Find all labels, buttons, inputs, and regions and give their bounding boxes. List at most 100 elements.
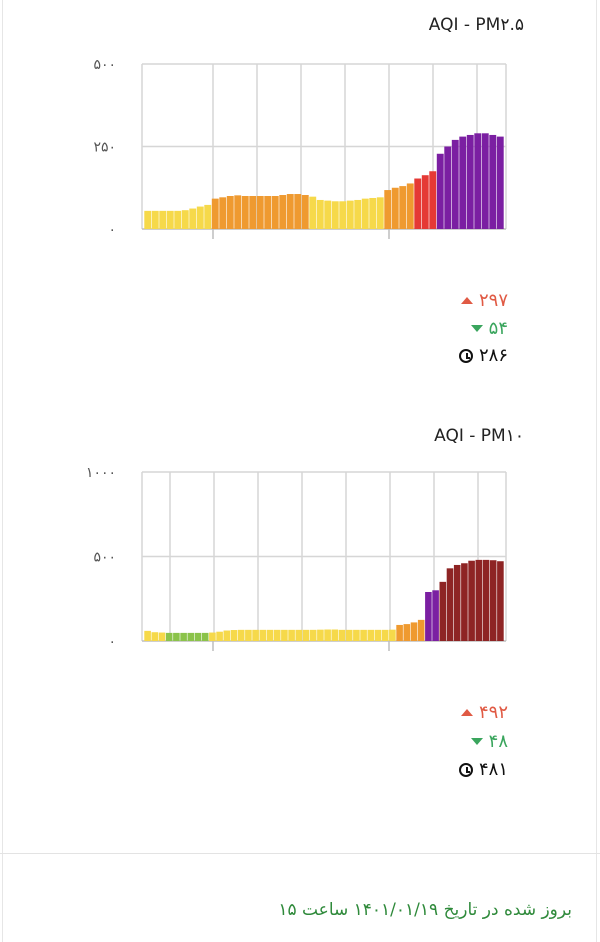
bar <box>144 210 152 229</box>
bar <box>166 210 174 229</box>
bar <box>439 581 447 641</box>
bar <box>346 200 354 229</box>
bar <box>410 622 418 641</box>
bar <box>324 629 331 641</box>
pm25-max-value: ۲۹۷ <box>478 290 508 311</box>
pm10-min-stat: ۴۸ <box>470 731 508 752</box>
bar <box>204 204 212 229</box>
bar <box>273 629 281 641</box>
bar <box>281 629 288 641</box>
pm25-chart: ۰ ۲۵۰ ۵۰۰ <box>93 57 507 239</box>
bar <box>369 197 377 229</box>
bar <box>481 133 489 229</box>
bar <box>256 196 264 229</box>
bar <box>201 632 209 641</box>
bar <box>317 629 324 641</box>
bar <box>181 210 189 229</box>
bar <box>144 630 151 641</box>
bar <box>381 629 389 641</box>
bar <box>399 186 407 229</box>
bar <box>309 629 317 641</box>
pm10-title: AQI - PM۱۰ <box>434 426 524 446</box>
y-tick-label: ۰ <box>108 634 116 650</box>
arrow-down-icon <box>470 325 483 332</box>
bar <box>444 146 452 229</box>
bar <box>173 632 180 641</box>
bar <box>391 187 399 229</box>
bar <box>180 632 187 641</box>
bar <box>316 199 324 229</box>
arrow-up-icon <box>460 709 473 716</box>
bar <box>266 629 274 641</box>
bar <box>421 175 429 229</box>
bar <box>324 200 332 229</box>
right-edge <box>596 0 597 942</box>
bar <box>295 629 303 641</box>
bar <box>264 196 272 229</box>
bar <box>271 196 279 229</box>
bar <box>216 631 223 641</box>
bar <box>396 624 403 641</box>
y-tick-label: ۵۰۰ <box>93 57 116 73</box>
pm10-chart: ۰ ۵۰۰ ۱۰۰۰ <box>86 465 507 651</box>
pm25-max-stat: ۲۹۷ <box>460 290 508 311</box>
bar <box>489 560 497 641</box>
footer-divider <box>0 853 600 854</box>
bar <box>496 136 504 229</box>
bar <box>339 201 347 229</box>
bar <box>384 190 392 229</box>
bar <box>245 629 252 641</box>
pm25-title: AQI - PM۲.۵ <box>428 15 524 35</box>
bar <box>475 559 483 641</box>
bar <box>279 195 287 229</box>
pm10-current-value: ۴۸۱ <box>478 759 508 780</box>
bar <box>367 629 375 641</box>
bar <box>417 619 425 641</box>
bar <box>360 629 367 641</box>
pm10-max-stat: ۴۹۲ <box>460 702 508 723</box>
bar <box>489 134 497 229</box>
clock-icon <box>458 762 473 777</box>
bar <box>249 196 257 229</box>
bar <box>331 629 339 641</box>
bar <box>345 629 353 641</box>
bar <box>223 630 231 641</box>
bar <box>301 195 309 229</box>
updated-timestamp: بروز شده در تاریخ ۱۴۰۱/۰۱/۱۹ ساعت ۱۵ <box>278 900 572 920</box>
bar <box>446 568 454 641</box>
bar <box>474 133 482 229</box>
bar <box>451 139 459 229</box>
pm25-min-value: ۵۴ <box>488 318 508 339</box>
bar <box>354 199 362 229</box>
bar <box>189 208 197 229</box>
bar <box>165 632 173 641</box>
bar <box>219 197 227 229</box>
bar <box>211 198 219 229</box>
bar <box>151 632 159 641</box>
pm10-current-stat: ۴۸۱ <box>458 759 508 780</box>
bar <box>425 591 432 641</box>
pm10-max-value: ۴۹۲ <box>478 702 508 723</box>
pm25-current-stat: ۲۸۶ <box>458 345 508 366</box>
bar <box>414 178 422 229</box>
bar <box>466 134 474 229</box>
bar <box>187 632 195 641</box>
bar <box>230 630 238 641</box>
bar <box>151 210 159 229</box>
bar <box>226 196 234 229</box>
bar <box>338 629 346 641</box>
y-tick-label: ۱۰۰۰ <box>86 465 116 481</box>
arrow-down-icon <box>470 738 483 745</box>
bar <box>453 564 461 641</box>
bar <box>331 201 339 229</box>
pm25-min-stat: ۵۴ <box>470 318 508 339</box>
bar <box>432 590 439 641</box>
bar <box>497 561 504 641</box>
y-tick-label: ۲۵۰ <box>93 140 116 156</box>
bar <box>237 629 245 641</box>
bar <box>309 196 317 229</box>
bar <box>241 196 249 229</box>
bar <box>259 629 267 641</box>
bar <box>436 153 444 229</box>
bar <box>459 136 467 229</box>
